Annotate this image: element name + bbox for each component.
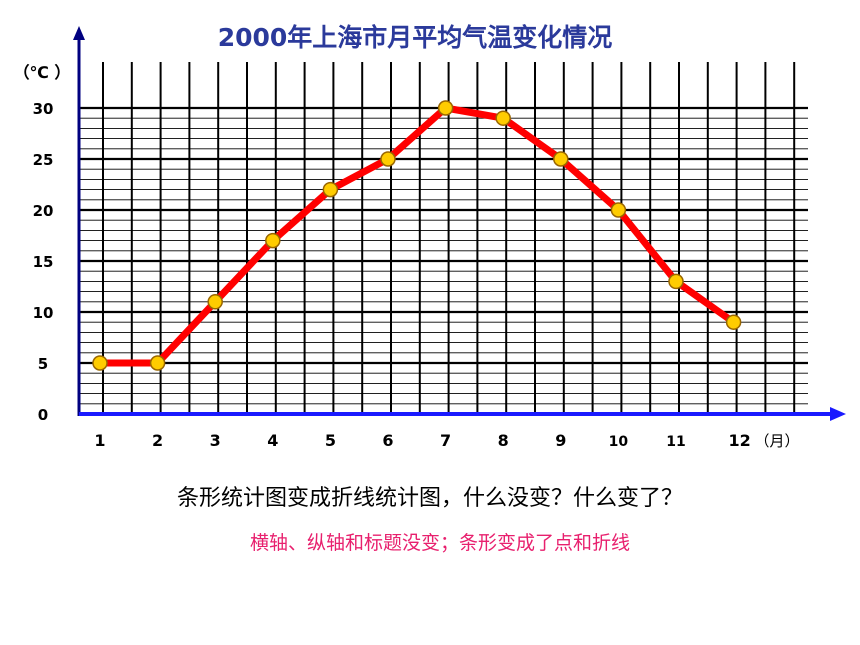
series-markers — [92, 100, 742, 371]
data-point — [610, 202, 627, 218]
series-line — [96, 104, 738, 367]
data-point — [322, 181, 339, 198]
answer-text: 横轴、纵轴和标题没变；条形变成了点和折线 — [249, 532, 630, 554]
x-tick-label: 4 — [267, 431, 278, 450]
chart-grid — [79, 62, 808, 414]
data-point — [668, 273, 684, 290]
question-text: 条形统计图变成折线统计图，什么没变？什么变了？ — [176, 486, 683, 511]
data-point — [149, 355, 166, 371]
data-point — [92, 355, 108, 371]
x-tick-label: 2 — [152, 431, 163, 450]
y-tick-label: 0 — [38, 406, 48, 424]
data-point — [725, 314, 742, 330]
x-axis-arrow — [830, 407, 846, 421]
data-point — [380, 151, 396, 167]
x-tick-label: 3 — [210, 431, 221, 450]
y-tick-label: 5 — [38, 355, 48, 373]
x-tick-label: 7 — [440, 431, 451, 450]
x-tick-label: 8 — [498, 431, 509, 450]
data-point — [553, 151, 569, 167]
x-tick-label: 10 — [609, 434, 629, 450]
data-point — [265, 232, 281, 249]
y-tick-label: 25 — [33, 151, 54, 169]
x-tick-label: 11 — [666, 434, 685, 450]
y-axis-arrow — [73, 26, 85, 40]
chart-axes — [73, 26, 846, 421]
y-tick-label: 15 — [33, 253, 54, 271]
data-point — [495, 110, 511, 126]
x-tick-label: 6 — [382, 431, 393, 450]
y-tick-label: 10 — [33, 304, 54, 322]
x-tick-label: 5 — [325, 431, 336, 450]
y-axis-unit-label: （℃ ） — [14, 63, 71, 82]
x-axis-unit-label: （月） — [754, 432, 799, 450]
chart-title: 2000年上海市月平均气温变化情况 — [218, 23, 613, 52]
data-point — [437, 100, 454, 116]
y-tick-label: 20 — [33, 202, 54, 220]
x-tick-label: 9 — [555, 431, 566, 450]
y-tick-label: 30 — [33, 100, 54, 118]
x-tick-label: 12 — [728, 431, 750, 450]
data-point — [207, 294, 223, 310]
x-tick-label: 1 — [94, 431, 105, 450]
